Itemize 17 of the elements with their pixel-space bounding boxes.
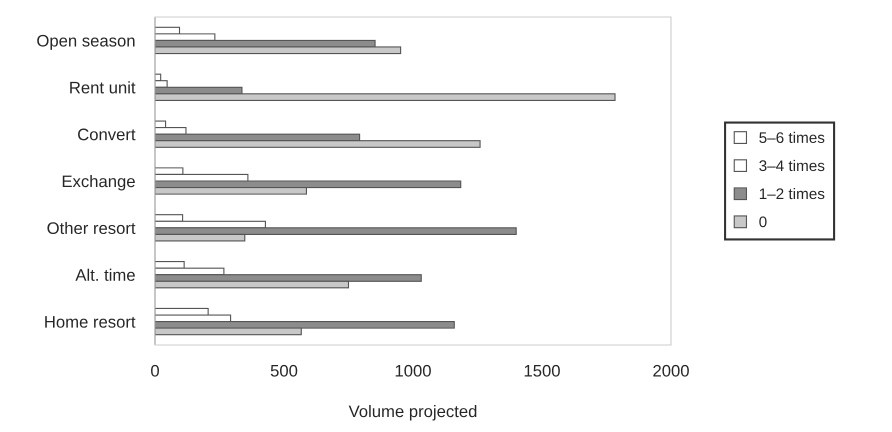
legend-label: 0 bbox=[759, 216, 767, 228]
y-tick-label: Rent unit bbox=[70, 81, 136, 94]
x-tick-label: 500 bbox=[270, 364, 298, 377]
legend-label: 3–4 times bbox=[759, 160, 824, 172]
x-tick-label: 0 bbox=[151, 364, 159, 377]
y-tick-label: Convert bbox=[78, 128, 136, 140]
y-tick-label: Home resort bbox=[45, 316, 136, 328]
legend-label: 1–2 times bbox=[760, 188, 824, 200]
x-axis-title: Volume projected bbox=[348, 404, 476, 421]
x-tick-label: 1500 bbox=[524, 364, 560, 377]
y-tick-label: Alt. time bbox=[75, 268, 135, 281]
y-tick-label: Open season bbox=[37, 34, 134, 50]
y-tick-label: Other resort bbox=[47, 222, 136, 234]
legend-label: 5–6 times bbox=[759, 132, 824, 144]
y-tick-label: Exchange bbox=[62, 174, 135, 190]
x-tick-label: 2000 bbox=[653, 364, 689, 377]
x-tick-label: 1000 bbox=[396, 364, 431, 377]
